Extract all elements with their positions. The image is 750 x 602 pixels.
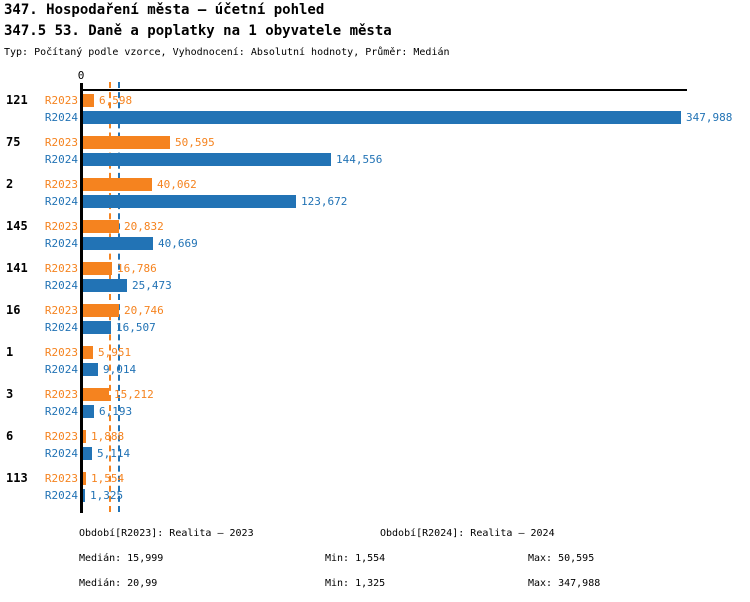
series-label-r2023: R2023 [44,346,78,359]
stat-median-r2024: Medián: 20,99 [79,578,158,589]
category-group-141: 141 R2023 16,786 R2024 25,473 [0,262,750,292]
series-label-r2024: R2024 [44,321,78,334]
category-label: 6 [6,429,14,443]
value-label-r2023: 20,832 [124,220,164,233]
category-label: 113 [6,471,28,485]
bar-r2024 [83,321,111,334]
bar-r2023 [83,136,170,149]
value-label-r2024: 9,014 [103,363,137,376]
median-line-r2023 [109,82,111,512]
chart-meta-line: Typ: Počítaný podle vzorce, Vyhodnocení:… [4,47,450,58]
category-label: 1 [6,345,14,359]
category-label: 16 [6,303,21,317]
series-label-r2024: R2024 [44,279,78,292]
value-axis-baseline [80,83,83,513]
series-label-r2023: R2023 [44,388,78,401]
value-label-r2024: 123,672 [301,195,348,208]
category-group-75: 75 R2023 50,595 R2024 144,556 [0,136,750,166]
series-label-r2024: R2024 [44,111,78,124]
category-label: 145 [6,219,28,233]
bar-r2023 [83,262,112,275]
category-group-145: 145 R2023 20,832 R2024 40,669 [0,220,750,250]
axis-zero-tick-label: 0 [77,69,85,82]
series-label-r2023: R2023 [44,430,78,443]
bar-r2023 [83,472,86,485]
legend-r2023: Období[R2023]: Realita – 2023 [79,528,254,539]
bar-r2023 [83,94,94,107]
category-group-121: 121 R2023 6,598 R2024 347,988 [0,94,750,124]
stat-median-r2023: Medián: 15,999 [79,553,164,564]
bar-r2023 [83,346,93,359]
category-group-1: 1 R2023 5,951 R2024 9,014 [0,346,750,376]
category-group-3: 3 R2023 15,212 R2024 6,193 [0,388,750,418]
bar-r2024 [83,111,681,124]
value-label-r2023: 1,888 [91,430,125,443]
category-label: 121 [6,93,28,107]
category-group-6: 6 R2023 1,888 R2024 5,114 [0,430,750,460]
series-label-r2023: R2023 [44,136,78,149]
median-line-r2024 [118,82,120,512]
bar-r2023 [83,430,86,443]
series-label-r2024: R2024 [44,363,78,376]
series-label-r2023: R2023 [44,178,78,191]
top-axis-line [80,89,687,91]
value-label-r2023: 20,746 [124,304,164,317]
series-label-r2024: R2024 [44,405,78,418]
page-title: 347. Hospodaření města – účetní pohled [4,2,325,18]
bar-r2024 [83,279,127,292]
value-label-r2024: 25,473 [132,279,172,292]
series-label-r2024: R2024 [44,195,78,208]
value-label-r2023: 50,595 [175,136,215,149]
category-group-16: 16 R2023 20,746 R2024 16,507 [0,304,750,334]
value-label-r2023: 6,598 [99,94,133,107]
bar-chart: 0 121 R2023 6,598 R2024 347,988 75 R2023 50,595… [0,69,750,513]
value-label-r2023: 40,062 [157,178,197,191]
series-label-r2024: R2024 [44,447,78,460]
value-label-r2024: 144,556 [336,153,383,166]
stat-min-r2024: Min: 1,325 [325,578,386,589]
bar-r2023 [83,388,109,401]
value-label-r2023: 5,951 [98,346,132,359]
value-label-r2024: 347,988 [686,111,733,124]
category-label: 75 [6,135,21,149]
value-label-r2024: 40,669 [158,237,198,250]
chart-subtitle-line: 347.5 53. Daně a poplatky na 1 obyvatele… [4,23,392,39]
bar-r2024 [83,195,296,208]
value-label-r2024: 6,193 [99,405,133,418]
category-label: 2 [6,177,14,191]
bar-r2024 [83,153,331,166]
series-label-r2024: R2024 [44,153,78,166]
category-label: 3 [6,387,14,401]
bar-r2024 [83,405,94,418]
series-label-r2023: R2023 [44,472,78,485]
bar-r2024 [83,237,153,250]
series-label-r2024: R2024 [44,237,78,250]
value-label-r2024: 5,114 [97,447,131,460]
series-label-r2023: R2023 [44,304,78,317]
value-label-r2023: 15,212 [114,388,154,401]
series-label-r2024: R2024 [44,489,78,502]
category-label: 141 [6,261,28,275]
bar-r2023 [83,178,152,191]
bar-r2023 [83,304,119,317]
value-label-r2024: 1,325 [90,489,124,502]
stat-max-r2023: Max: 50,595 [528,553,595,564]
category-group-113: 113 R2023 1,554 R2024 1,325 [0,472,750,502]
bar-r2024 [83,447,92,460]
series-label-r2023: R2023 [44,94,78,107]
value-label-r2023: 1,554 [91,472,125,485]
series-label-r2023: R2023 [44,262,78,275]
value-label-r2023: 16,786 [117,262,157,275]
series-label-r2023: R2023 [44,220,78,233]
bar-r2024 [83,363,98,376]
category-group-2: 2 R2023 40,062 R2024 123,672 [0,178,750,208]
value-label-r2024: 16,507 [116,321,156,334]
bar-r2024 [83,489,85,502]
stat-max-r2024: Max: 347,988 [528,578,601,589]
legend-r2024: Období[R2024]: Realita – 2024 [380,528,555,539]
bar-r2023 [83,220,119,233]
stat-min-r2023: Min: 1,554 [325,553,386,564]
